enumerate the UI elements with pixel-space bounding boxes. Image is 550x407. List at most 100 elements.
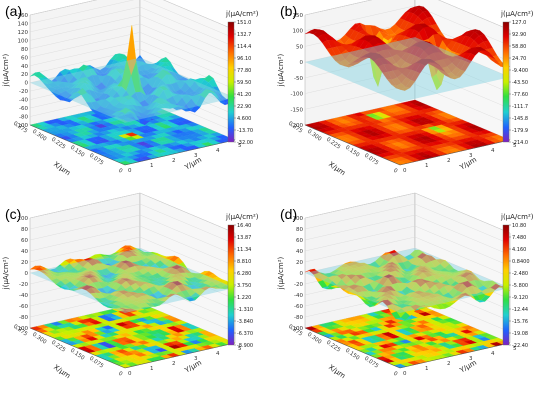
z-gridline [29, 192, 236, 234]
z-gridline [29, 23, 236, 65]
x-axis-line [29, 124, 126, 166]
z-axis-label: j(μA/cm²) [277, 53, 285, 87]
z-gridline [304, 84, 511, 125]
colorbar-tick-label: -1.310 [237, 307, 253, 313]
colorbar-tick-label: -43.50 [512, 80, 528, 86]
x-tick-label: 0 [392, 168, 399, 175]
z-tick-label: -100 [16, 123, 29, 129]
z-tick-label: -100 [291, 92, 304, 98]
y-tick-label: 0 [128, 168, 132, 174]
colorbar-tick-label: -214.0 [512, 140, 528, 146]
z-tick-label: 120 [18, 30, 29, 36]
colorbar-tick-label: 11.34 [237, 247, 251, 253]
z-gridline [304, 0, 511, 31]
colorbar-tick-label: 114.4 [237, 44, 251, 50]
z-tick-label: 150 [293, 13, 304, 19]
colorbar-tick-label: 151.0 [237, 20, 251, 26]
z-gridline [29, 0, 236, 39]
y-tick-label: 1 [150, 366, 154, 372]
y-tick-label: 3 [194, 153, 198, 159]
colorbar-tick-label: -13.70 [237, 128, 253, 134]
x-tick-label: 0 [117, 168, 124, 175]
z-tick-label: -60 [19, 106, 28, 112]
x-tick-label: 0 [117, 371, 124, 378]
z-gridline [29, 236, 236, 278]
z-tick-label: 20 [296, 260, 303, 266]
z-gridline [29, 214, 236, 256]
z-tick-label: -20 [294, 282, 303, 288]
colorbar-tick-label: 24.70 [512, 56, 526, 62]
z-tick-label: 20 [21, 72, 28, 78]
z-tick-label: -80 [294, 315, 303, 321]
y-axis-label: Y/μm [458, 359, 479, 375]
y-tick-label: 2 [447, 158, 451, 164]
colorbar-tick-label: -22.40 [512, 343, 528, 349]
x-tick-label: 0 [392, 371, 399, 378]
z-axis-label: j(μA/cm²) [2, 256, 10, 290]
z-tick-label: 0 [300, 60, 304, 66]
z-tick-label: -20 [19, 282, 28, 288]
colorbar-tick-label: -15.76 [512, 319, 528, 325]
colorbar-tick-label: 4.600 [237, 116, 251, 122]
y-axis-label: Y/μm [183, 156, 204, 172]
y-tick-label: 0 [403, 168, 407, 174]
z-tick-label: 60 [21, 55, 28, 61]
panel-2: (b)150100500-50-100-150-2000.3750.3000.2… [277, 0, 534, 177]
y-tick-label: 1 [150, 163, 154, 169]
colorbar-tick-label: -9.400 [512, 68, 528, 74]
z-tick-label: 100 [18, 216, 29, 222]
y-tick-label: 2 [172, 158, 176, 164]
y-tick-label: 4 [216, 148, 220, 154]
colorbar-tick-label: 0.8400 [512, 259, 530, 265]
y-tick-label: 4 [216, 351, 220, 357]
y-tick-label: 3 [469, 153, 473, 159]
surface-patch [395, 87, 406, 91]
colorbar-tick-label: 92.90 [512, 32, 526, 38]
colorbar-tick-label: -32.00 [237, 140, 253, 146]
colorbar-tick-label: -5.800 [512, 283, 528, 289]
z-gridline [29, 32, 236, 73]
x-axis-label: X/μm [52, 160, 72, 177]
z-tick-label: 160 [18, 13, 29, 19]
colorbar-tick-label: -19.08 [512, 331, 528, 337]
y-tick-label: 5 [238, 143, 242, 149]
y-tick-label: 4 [491, 148, 495, 154]
colorbar-title: j(μA/cm²) [500, 10, 534, 18]
colorbar-tick-label: -145.8 [512, 116, 528, 122]
z-tick-label: 80 [21, 47, 28, 53]
colorbar-tick-label: -9.120 [512, 295, 528, 301]
z-tick-label: -50 [294, 76, 303, 82]
x-axis-label: X/μm [327, 363, 347, 380]
z-tick-label: -200 [291, 123, 304, 129]
z-gridline [29, 6, 236, 48]
colorbar-tick-label: -2.480 [512, 271, 528, 277]
x-axis-label: X/μm [52, 363, 72, 380]
z-tick-label: 60 [21, 238, 28, 244]
z-tick-label: 0 [25, 81, 29, 87]
colorbar-tick-label: -179.9 [512, 128, 528, 134]
z-tick-label: 40 [21, 64, 28, 70]
z-tick-label: 0 [300, 271, 304, 277]
y-tick-label: 5 [513, 143, 517, 149]
z-tick-label: 80 [21, 227, 28, 233]
colorbar [502, 224, 510, 346]
colorbar-tick-label: 10.80 [512, 223, 526, 229]
x-axis-line [304, 124, 401, 166]
colorbar [227, 224, 235, 346]
z-tick-label: -60 [294, 304, 303, 310]
panel-4: (d)100806040200-20-40-60-80-1000.3750.30… [277, 192, 534, 380]
y-tick-label: 0 [128, 371, 132, 377]
y-tick-label: 1 [425, 366, 429, 372]
z-gridline [29, 40, 236, 81]
zero-plane [30, 57, 235, 123]
colorbar-tick-label: -77.60 [512, 92, 528, 98]
colorbar-tick-label: 22.90 [237, 104, 251, 110]
z-tick-label: 80 [296, 227, 303, 233]
z-tick-label: -40 [19, 293, 28, 299]
z-tick-label: -80 [19, 115, 28, 121]
z-tick-label: 0 [25, 271, 29, 277]
y-tick-label: 2 [172, 361, 176, 367]
colorbar [227, 21, 235, 143]
z-tick-label: -40 [294, 293, 303, 299]
z-axis-label: j(μA/cm²) [2, 53, 10, 87]
